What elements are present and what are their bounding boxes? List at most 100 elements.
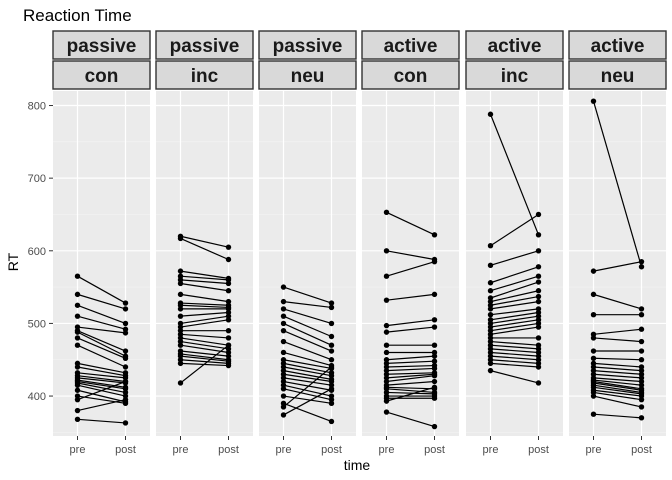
data-point-post: [431, 317, 438, 323]
data-point-pre: [280, 404, 287, 410]
subject-line: [180, 275, 229, 281]
subject-line: [180, 237, 229, 261]
subject-line: [593, 384, 642, 394]
strip-box: [155, 60, 254, 90]
data-point-post: [328, 304, 335, 311]
data-point-post: [122, 378, 129, 385]
subject-line: [490, 351, 539, 357]
y-tick-label: 700: [28, 173, 46, 185]
subject-line: [490, 355, 539, 361]
data-point-post: [638, 338, 645, 345]
subject-line: [180, 359, 229, 364]
data-point-pre: [487, 367, 494, 374]
x-tick-label: pre: [379, 444, 395, 456]
data-point-post: [122, 355, 129, 361]
data-point-pre: [383, 248, 390, 254]
data-point-pre: [590, 335, 597, 341]
facet-panel: active con pre post: [361, 30, 460, 456]
subject-line: [490, 359, 539, 364]
subject-line: [180, 293, 229, 303]
data-point-post: [225, 244, 232, 250]
data-point-post: [225, 288, 232, 294]
data-point-pre: [280, 327, 287, 334]
data-point-pre: [383, 349, 390, 356]
subject-line: [592, 101, 643, 267]
data-point-pre: [487, 312, 494, 318]
subject-line: [283, 322, 332, 346]
subject-line: [386, 411, 435, 428]
data-point-pre: [590, 411, 597, 417]
subject-line: [593, 261, 642, 272]
data-point-pre: [74, 291, 81, 298]
data-point-pre: [74, 273, 81, 279]
chart-title: Reaction Time: [23, 6, 132, 25]
subject-line: [490, 250, 539, 266]
subject-line: [386, 261, 435, 277]
subject-line: [386, 386, 435, 390]
data-point-post: [328, 357, 335, 363]
subject-line: [180, 353, 229, 361]
data-point-pre: [590, 348, 597, 354]
subject-line: [77, 377, 126, 384]
subject-line: [283, 395, 332, 404]
subject-line: [490, 290, 539, 303]
data-point-pre: [280, 313, 287, 319]
strip-label: neu: [291, 66, 325, 87]
strip-label: passive: [170, 36, 240, 57]
data-point-pre: [383, 209, 390, 215]
data-point-pre: [74, 342, 81, 348]
data-point-post: [535, 293, 542, 300]
data-point-post: [638, 326, 645, 332]
data-point-post: [122, 300, 129, 306]
data-point-post: [535, 248, 542, 254]
subject-line: [283, 388, 332, 416]
subject-line: [180, 355, 229, 362]
strip-label: passive: [67, 36, 137, 57]
data-point-post: [431, 423, 438, 430]
subject-line: [180, 270, 229, 279]
data-point-post: [328, 342, 335, 348]
subject-line: [593, 357, 642, 361]
data-point-pre: [74, 364, 81, 370]
data-point-pre: [177, 268, 184, 274]
x-tick-label: post: [321, 444, 342, 456]
data-point-post: [431, 342, 438, 348]
x-tick-label: post: [218, 444, 239, 456]
subject-line: [490, 319, 539, 328]
subject-line: [490, 301, 539, 310]
data-point-post: [431, 365, 438, 372]
facet-panel: active inc pre post: [465, 30, 564, 456]
subject-line: [77, 344, 126, 368]
data-point-post: [638, 312, 645, 318]
data-point-pre: [590, 98, 597, 104]
subject-line: [593, 362, 642, 368]
subject-line: [490, 275, 539, 292]
subject-line: [386, 364, 435, 368]
data-point-pre: [487, 360, 494, 367]
subject-line: [283, 402, 332, 423]
data-point-pre: [487, 111, 494, 117]
subject-line: [490, 213, 539, 247]
data-point-post: [431, 258, 438, 265]
strip-label: active: [591, 36, 645, 57]
strip-box: [258, 30, 357, 60]
data-point-post: [225, 280, 232, 287]
subject-line: [180, 282, 229, 292]
data-point-post: [535, 298, 542, 305]
data-point-pre: [590, 393, 597, 399]
data-point-post: [535, 211, 542, 218]
facet-panel: passive con pre post: [52, 30, 151, 456]
subject-line: [490, 322, 539, 332]
data-point-post: [122, 306, 129, 312]
data-point-pre: [383, 273, 390, 279]
subject-line: [386, 293, 435, 301]
data-point-post: [535, 279, 542, 285]
subject-line: [386, 326, 435, 333]
subject-line: [180, 344, 229, 384]
subject-line: [283, 301, 332, 309]
subject-line: [77, 399, 126, 412]
data-point-pre: [590, 355, 597, 361]
data-point-post: [225, 256, 232, 263]
data-point-post: [431, 395, 438, 401]
data-point-pre: [280, 284, 287, 290]
